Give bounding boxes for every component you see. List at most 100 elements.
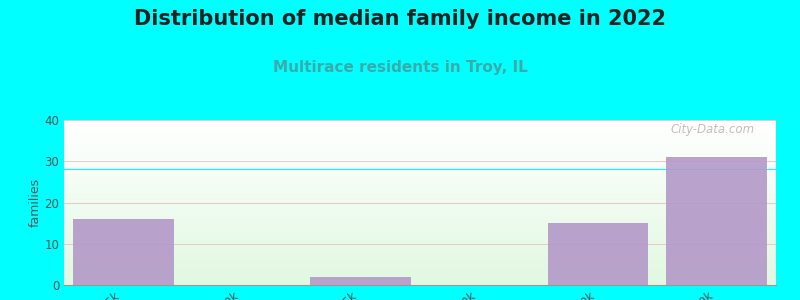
- Bar: [64, 203, 776, 204]
- Bar: [64, 166, 776, 167]
- Bar: [64, 274, 776, 275]
- Bar: [64, 220, 776, 221]
- Bar: [64, 243, 776, 244]
- Bar: [64, 236, 776, 237]
- Bar: [64, 175, 776, 176]
- Bar: [64, 275, 776, 276]
- Bar: [64, 281, 776, 282]
- Bar: [64, 136, 776, 137]
- Bar: [64, 187, 776, 188]
- Bar: [64, 142, 776, 143]
- Bar: [64, 211, 776, 212]
- Bar: [64, 194, 776, 195]
- Bar: [64, 283, 776, 284]
- Bar: [64, 126, 776, 127]
- Bar: [64, 174, 776, 175]
- Bar: [64, 207, 776, 208]
- Bar: [64, 254, 776, 255]
- Bar: [64, 238, 776, 239]
- Bar: [64, 170, 776, 171]
- Bar: [64, 232, 776, 233]
- Bar: [64, 167, 776, 168]
- Bar: [64, 256, 776, 257]
- Bar: [64, 255, 776, 256]
- Bar: [64, 144, 776, 145]
- Bar: [64, 127, 776, 128]
- Bar: [64, 210, 776, 211]
- Bar: [64, 122, 776, 123]
- Bar: [64, 264, 776, 265]
- Bar: [64, 169, 776, 170]
- Bar: [64, 162, 776, 163]
- Bar: [64, 155, 776, 156]
- Bar: [64, 123, 776, 124]
- Bar: [64, 146, 776, 147]
- Bar: [64, 208, 776, 209]
- Bar: [64, 215, 776, 216]
- Bar: [64, 278, 776, 279]
- Bar: [64, 186, 776, 187]
- Bar: [64, 242, 776, 243]
- Bar: [64, 172, 776, 173]
- Bar: [64, 193, 776, 194]
- Bar: [64, 246, 776, 247]
- Bar: [64, 240, 776, 241]
- Bar: [64, 247, 776, 248]
- Bar: [64, 149, 776, 150]
- Bar: [64, 263, 776, 264]
- Bar: [64, 128, 776, 129]
- Bar: [64, 177, 776, 178]
- Bar: [64, 267, 776, 268]
- Bar: [64, 270, 776, 271]
- Bar: [64, 213, 776, 214]
- Bar: [64, 188, 776, 189]
- Bar: [64, 160, 776, 161]
- Bar: [64, 183, 776, 184]
- Bar: [64, 265, 776, 266]
- Bar: [64, 252, 776, 253]
- Bar: [64, 233, 776, 234]
- Bar: [64, 121, 776, 122]
- Bar: [64, 150, 776, 151]
- Bar: [64, 156, 776, 157]
- Bar: [73, 219, 174, 285]
- Bar: [64, 201, 776, 202]
- Y-axis label: families: families: [29, 178, 42, 227]
- Bar: [64, 143, 776, 144]
- Bar: [64, 230, 776, 231]
- Bar: [64, 259, 776, 260]
- Bar: [64, 261, 776, 262]
- Bar: [64, 182, 776, 183]
- Bar: [64, 258, 776, 259]
- Bar: [64, 235, 776, 236]
- Bar: [64, 133, 776, 134]
- Bar: [64, 227, 776, 228]
- Bar: [64, 192, 776, 193]
- Bar: [64, 141, 776, 142]
- Bar: [64, 226, 776, 227]
- Bar: [64, 248, 776, 249]
- Bar: [64, 280, 776, 281]
- Bar: [64, 158, 776, 159]
- Bar: [64, 189, 776, 190]
- Bar: [64, 202, 776, 203]
- Bar: [64, 196, 776, 197]
- Bar: [64, 231, 776, 232]
- Bar: [64, 222, 776, 223]
- Bar: [64, 212, 776, 213]
- Bar: [64, 176, 776, 177]
- Bar: [64, 245, 776, 246]
- Bar: [64, 217, 776, 218]
- Bar: [64, 131, 776, 132]
- Bar: [64, 181, 776, 182]
- Bar: [64, 250, 776, 251]
- Bar: [64, 148, 776, 149]
- Bar: [64, 199, 776, 200]
- Bar: [64, 197, 776, 198]
- Bar: [64, 257, 776, 258]
- Bar: [64, 251, 776, 252]
- Bar: [64, 157, 776, 158]
- Bar: [64, 249, 776, 250]
- Bar: [64, 282, 776, 283]
- Bar: [64, 153, 776, 154]
